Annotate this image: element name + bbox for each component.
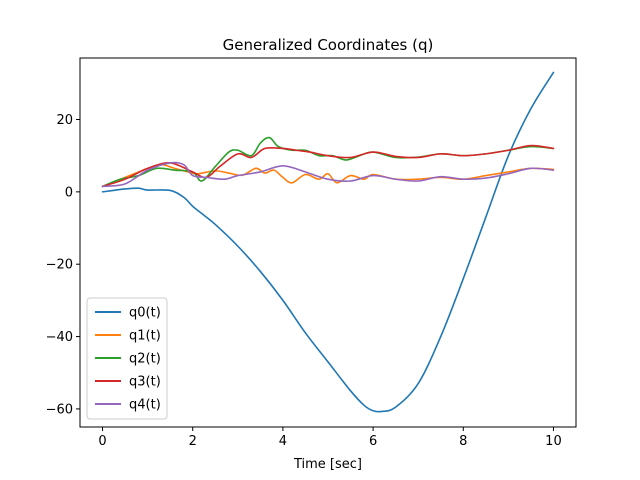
legend-box: [86, 297, 168, 420]
legend-entry-label: q2(t): [129, 352, 161, 367]
axes-layer: 0 2 4 6 8 10 −60 −40 −20 0 20: [46, 57, 577, 449]
legend: q0(t) q1(t) q2(t) q3(t) q4(t): [86, 297, 168, 420]
y-tick-label: −20: [46, 258, 73, 273]
legend-entry-label: q4(t): [129, 398, 161, 413]
series-layer: [101, 71, 555, 413]
series-line-q4t: [101, 161, 555, 188]
x-tick-label: 4: [279, 434, 287, 449]
x-tick-label: 0: [98, 434, 106, 449]
y-tick-label: −60: [46, 402, 73, 417]
x-tick-label: 10: [545, 434, 562, 449]
y-tick-label: −40: [46, 330, 73, 345]
axes-frame: [79, 57, 577, 428]
series-line-q0t: [101, 71, 555, 413]
legend-entry-label: q0(t): [129, 306, 161, 321]
y-tick-label: 0: [65, 185, 73, 200]
x-tick-label: 2: [189, 434, 197, 449]
series-line-q3t: [101, 144, 555, 188]
x-tick-label: 6: [369, 434, 377, 449]
legend-entry-label: q1(t): [129, 329, 161, 344]
x-axis-label: Time [sec]: [293, 457, 362, 472]
chart-title: Generalized Coordinates (q): [223, 36, 434, 54]
x-tick-label: 8: [459, 434, 467, 449]
legend-entry-label: q3(t): [129, 375, 161, 390]
y-tick-label: 20: [56, 113, 73, 128]
series-line-q1t: [101, 163, 555, 188]
